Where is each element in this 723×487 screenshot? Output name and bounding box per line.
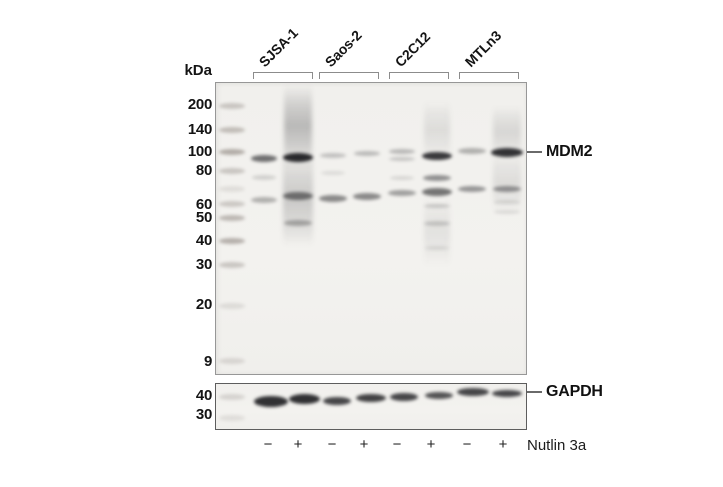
protein-band xyxy=(494,200,520,204)
lane-bracket xyxy=(459,72,519,79)
mdm2-target-label: MDM2 xyxy=(546,143,593,160)
ladder-band xyxy=(219,415,245,421)
ladder-band xyxy=(219,394,245,400)
ladder-band xyxy=(219,215,245,221)
kda-unit-label: kDa xyxy=(184,62,212,79)
ladder-band xyxy=(219,127,245,133)
lane-smear xyxy=(283,151,313,246)
gapdh-band xyxy=(254,395,288,407)
ladder-band xyxy=(219,303,245,309)
protein-band xyxy=(424,204,450,208)
nutlin-3a-label: Nutlin 3a xyxy=(527,437,587,454)
protein-band xyxy=(425,246,449,250)
mw-marker-label: 140 xyxy=(187,121,212,138)
ladder-band xyxy=(219,238,245,244)
gapdh-band xyxy=(457,388,489,396)
ladder-band xyxy=(219,103,245,109)
lane-smear xyxy=(493,151,521,213)
protein-band xyxy=(319,194,347,202)
treatment-symbol: − xyxy=(462,436,472,453)
protein-band xyxy=(458,148,486,154)
protein-band xyxy=(252,174,276,180)
treatment-symbol: + xyxy=(498,436,508,453)
gapdh-band xyxy=(492,389,522,397)
protein-band xyxy=(390,176,414,180)
protein-band xyxy=(283,192,313,200)
protein-band xyxy=(251,197,277,203)
gapdh-blot-panel xyxy=(215,383,527,430)
ladder-band xyxy=(219,262,245,268)
protein-band xyxy=(494,210,520,214)
mw-marker-label: 30 xyxy=(195,256,212,273)
mdm2-blot-panel xyxy=(215,82,527,375)
lane-bracket xyxy=(389,72,449,79)
cell-line-label: Saos-2 xyxy=(321,27,365,70)
treatment-symbol: − xyxy=(327,436,337,453)
protein-band xyxy=(321,171,345,175)
lane-smear xyxy=(424,196,450,266)
protein-band xyxy=(283,152,313,162)
protein-band xyxy=(389,148,415,154)
lane-bracket xyxy=(319,72,379,79)
mw-marker-label: 9 xyxy=(203,353,212,370)
treatment-symbol: + xyxy=(293,436,303,453)
treatment-symbol: + xyxy=(359,436,369,453)
treatment-symbol: + xyxy=(426,436,436,453)
ladder-band xyxy=(219,149,245,155)
mw-marker-label: 80 xyxy=(195,162,212,179)
cell-line-label: MTLn3 xyxy=(461,27,505,70)
mw-marker-label: 200 xyxy=(187,96,212,113)
mw-marker-label: 100 xyxy=(187,143,212,160)
protein-band xyxy=(422,188,452,196)
gapdh-band xyxy=(390,393,418,401)
mw-marker-label: 20 xyxy=(195,296,212,313)
protein-band xyxy=(389,157,415,161)
protein-band xyxy=(423,175,451,181)
protein-band xyxy=(458,186,486,192)
protein-band xyxy=(491,147,523,157)
protein-band xyxy=(388,190,416,196)
protein-band xyxy=(424,220,450,226)
mw-marker-label: 50 xyxy=(195,209,212,226)
ladder-band xyxy=(219,186,245,192)
protein-band xyxy=(422,152,452,160)
cell-line-label: C2C12 xyxy=(391,28,434,70)
treatment-symbol: − xyxy=(263,436,273,453)
mw-marker-label: 60 xyxy=(195,196,212,213)
treatment-symbol: − xyxy=(392,436,402,453)
lane-smear xyxy=(424,101,450,159)
protein-band xyxy=(284,220,312,226)
ladder-band xyxy=(219,358,245,364)
ladder-band xyxy=(219,201,245,207)
gapdh-band xyxy=(356,394,386,402)
ladder-band xyxy=(219,168,245,174)
mw-marker-label: 30 xyxy=(195,406,212,423)
gapdh-band xyxy=(288,394,320,404)
cell-line-label: SJSA-1 xyxy=(255,24,301,70)
protein-band xyxy=(353,192,381,200)
mw-marker-label: 40 xyxy=(195,232,212,249)
gapdh-target-label: GAPDH xyxy=(546,383,603,400)
gapdh-band-tick xyxy=(527,391,542,393)
lane-bracket xyxy=(253,72,313,79)
gapdh-band xyxy=(323,397,351,405)
gapdh-band xyxy=(425,391,453,399)
mdm2-band-tick xyxy=(527,151,542,153)
lane-smear xyxy=(284,85,312,167)
protein-band xyxy=(251,154,277,162)
lane-smear xyxy=(493,106,521,158)
protein-band xyxy=(354,150,380,156)
mw-marker-label: 40 xyxy=(195,387,212,404)
protein-band xyxy=(493,186,521,192)
protein-band xyxy=(320,152,346,158)
